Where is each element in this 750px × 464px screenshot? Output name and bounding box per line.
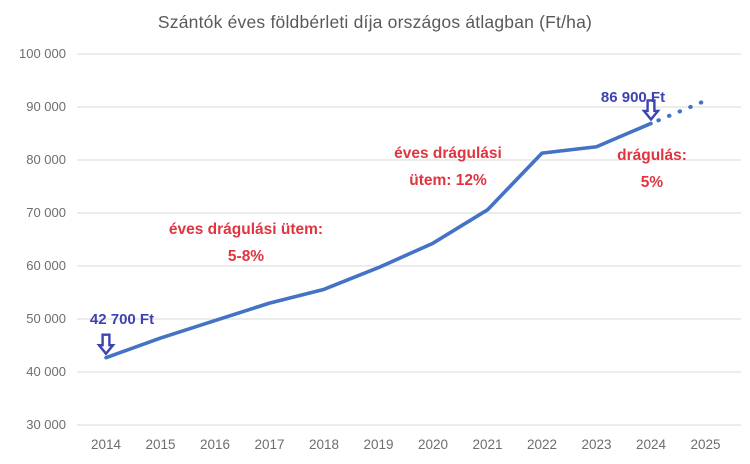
x-tick-label: 2019 xyxy=(363,437,394,452)
x-tick-label: 2021 xyxy=(472,437,503,452)
data-line-forecast xyxy=(649,98,708,126)
x-tick-label: 2022 xyxy=(526,437,558,452)
y-tick-label: 90 000 xyxy=(26,99,66,114)
y-tick-label: 60 000 xyxy=(26,258,66,273)
y-tick-label: 50 000 xyxy=(26,311,66,326)
x-tick-label: 2023 xyxy=(581,437,612,452)
down-arrow-icon xyxy=(641,99,661,122)
x-tick-label: 2014 xyxy=(90,437,122,452)
down-arrow-icon xyxy=(96,333,116,356)
chart-title: Szántók éves földbérleti díja országos á… xyxy=(157,12,593,32)
y-tick-label: 40 000 xyxy=(26,364,66,379)
x-tick-label: 2016 xyxy=(199,437,231,452)
y-tick-label: 100 000 xyxy=(19,46,66,61)
y-tick-label: 30 000 xyxy=(26,417,66,432)
x-tick-label: 2015 xyxy=(145,437,176,452)
x-tick-label: 2020 xyxy=(417,437,449,452)
x-tick-label: 2025 xyxy=(690,437,721,452)
y-tick-label: 80 000 xyxy=(26,152,66,167)
x-tick-label: 2018 xyxy=(308,437,340,452)
data-line-solid xyxy=(104,121,653,360)
y-tick-label: 70 000 xyxy=(26,205,66,220)
x-tick-label: 2017 xyxy=(254,437,285,452)
x-tick-label: 2024 xyxy=(635,437,667,452)
